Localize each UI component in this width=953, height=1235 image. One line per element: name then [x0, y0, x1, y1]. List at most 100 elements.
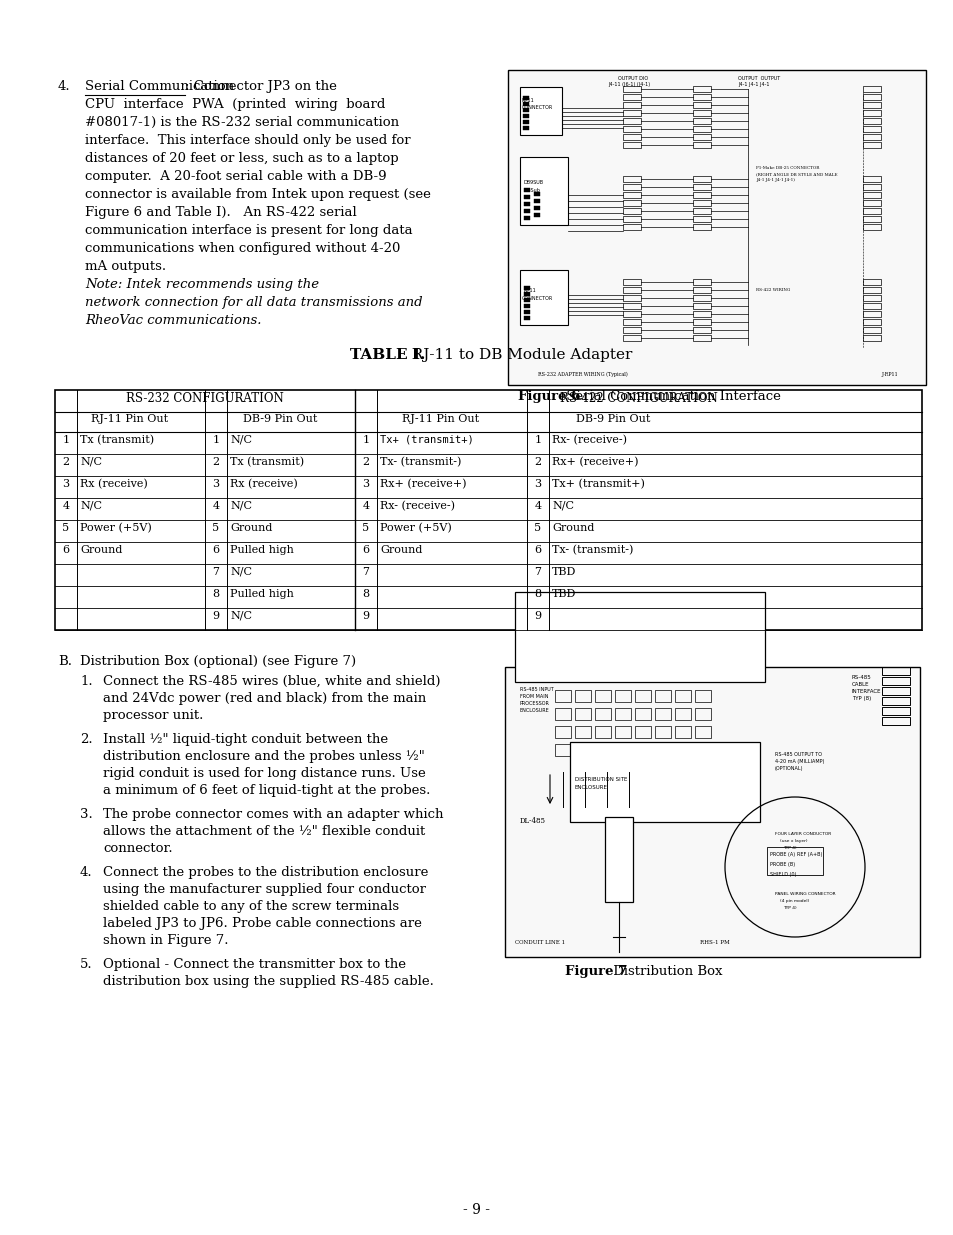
Text: N/C: N/C — [230, 501, 252, 511]
Text: 2: 2 — [534, 457, 541, 467]
Bar — [862, 135, 880, 140]
Text: OUTPUT  OUTPUT: OUTPUT OUTPUT — [738, 77, 780, 82]
Text: 1: 1 — [534, 435, 541, 445]
Text: 8: 8 — [534, 589, 541, 599]
Bar — [692, 126, 710, 132]
Text: REF (A+B): REF (A+B) — [796, 852, 821, 857]
Text: 6: 6 — [62, 545, 70, 555]
Text: DB-9 Pin Out: DB-9 Pin Out — [243, 414, 316, 424]
Bar — [615, 726, 630, 739]
Bar — [522, 114, 529, 119]
Text: 7: 7 — [213, 567, 219, 577]
Text: PANEL WIRING CONNECTOR: PANEL WIRING CONNECTOR — [774, 892, 835, 897]
Text: Ground: Ground — [379, 545, 422, 555]
Bar — [523, 216, 530, 220]
Text: OUTPUT DIO: OUTPUT DIO — [618, 77, 647, 82]
Text: RS-422 CONFIGURATION: RS-422 CONFIGURATION — [559, 391, 717, 405]
Text: (use x layer): (use x layer) — [780, 839, 806, 844]
Text: using the manufacturer supplied four conductor: using the manufacturer supplied four con… — [103, 883, 426, 897]
Text: Distribution Box (optional) (see Figure 7): Distribution Box (optional) (see Figure … — [80, 655, 355, 668]
Text: Rx (receive): Rx (receive) — [230, 479, 297, 489]
Bar — [507, 70, 925, 385]
Bar — [575, 690, 590, 701]
Text: #08017-1) is the RS-232 serial communication: #08017-1) is the RS-232 serial communica… — [85, 116, 398, 128]
Text: RJ-11: RJ-11 — [521, 98, 535, 103]
Text: CONDUIT LINE 1: CONDUIT LINE 1 — [515, 940, 564, 945]
Text: CABLE: CABLE — [851, 682, 868, 687]
Text: 1.: 1. — [80, 676, 92, 688]
Text: Optional - Connect the transmitter box to the: Optional - Connect the transmitter box t… — [103, 958, 406, 971]
Text: DB9SUB: DB9SUB — [523, 180, 543, 185]
Text: CONNECTOR: CONNECTOR — [521, 296, 553, 301]
Bar — [55, 390, 921, 630]
Bar — [555, 708, 571, 720]
Text: TYP (8): TYP (8) — [851, 697, 870, 701]
Text: 5: 5 — [534, 522, 541, 534]
Text: DL-485: DL-485 — [519, 818, 545, 825]
Text: distribution box using the supplied RS-485 cable.: distribution box using the supplied RS-4… — [103, 974, 434, 988]
Text: connector is available from Intek upon request (see: connector is available from Intek upon r… — [85, 188, 431, 201]
Bar — [675, 743, 690, 756]
Bar — [515, 592, 764, 682]
Bar — [862, 303, 880, 309]
Text: computer.  A 20-foot serial cable with a DB-9: computer. A 20-foot serial cable with a … — [85, 170, 386, 183]
Bar — [675, 708, 690, 720]
Bar — [692, 86, 710, 91]
Bar — [862, 142, 880, 148]
Bar — [692, 287, 710, 293]
Bar — [862, 295, 880, 301]
Text: Serial Communication Interface: Serial Communication Interface — [561, 390, 781, 403]
Bar — [882, 677, 909, 685]
Bar — [534, 212, 539, 217]
Text: 9: 9 — [534, 611, 541, 621]
Text: N/C: N/C — [80, 457, 102, 467]
Text: B.: B. — [58, 655, 71, 668]
Bar — [862, 191, 880, 198]
Bar — [862, 335, 880, 341]
Text: 4.: 4. — [58, 80, 71, 93]
Text: Figure 6: Figure 6 — [517, 390, 579, 403]
Bar — [655, 690, 670, 701]
Bar — [595, 743, 610, 756]
Bar — [675, 726, 690, 739]
Bar — [766, 847, 822, 876]
Bar — [622, 135, 640, 140]
Text: Ground: Ground — [552, 522, 594, 534]
Bar — [622, 200, 640, 206]
Text: Tx- (transmit-): Tx- (transmit-) — [379, 457, 461, 467]
Text: 1: 1 — [62, 435, 70, 445]
Text: distances of 20 feet or less, such as to a laptop: distances of 20 feet or less, such as to… — [85, 152, 398, 165]
Bar — [692, 94, 710, 100]
Text: 7: 7 — [362, 567, 369, 577]
Bar — [692, 142, 710, 148]
Bar — [692, 216, 710, 222]
Bar — [622, 216, 640, 222]
Text: 6: 6 — [534, 545, 541, 555]
Text: RHS-1 PM: RHS-1 PM — [700, 940, 729, 945]
Bar — [622, 207, 640, 214]
Text: D-Sub: D-Sub — [525, 188, 540, 193]
Bar — [615, 743, 630, 756]
Text: TBD: TBD — [552, 589, 576, 599]
Text: 2.: 2. — [80, 734, 92, 746]
Text: Connect the probes to the distribution enclosure: Connect the probes to the distribution e… — [103, 866, 428, 879]
Text: N/C: N/C — [230, 611, 252, 621]
Text: Tx+ (transmit+): Tx+ (transmit+) — [552, 479, 644, 489]
Text: network connection for all data transmissions and: network connection for all data transmis… — [85, 296, 422, 309]
Bar — [523, 316, 530, 320]
Text: Ground: Ground — [80, 545, 122, 555]
Text: a minimum of 6 feet of liquid-tight at the probes.: a minimum of 6 feet of liquid-tight at t… — [103, 784, 430, 797]
Bar — [692, 279, 710, 285]
Bar — [622, 279, 640, 285]
Text: mA outputs.: mA outputs. — [85, 261, 174, 273]
Bar — [523, 195, 530, 199]
Text: RheoVac communications.: RheoVac communications. — [85, 314, 261, 327]
Bar — [862, 327, 880, 333]
Text: Power (+5V): Power (+5V) — [379, 522, 452, 534]
Bar — [622, 191, 640, 198]
Bar — [692, 319, 710, 325]
Text: communications when configured without 4-20: communications when configured without 4… — [85, 242, 400, 254]
Text: 1: 1 — [362, 435, 369, 445]
Text: 2: 2 — [62, 457, 70, 467]
Text: RS-232 CONFIGURATION: RS-232 CONFIGURATION — [126, 391, 284, 405]
